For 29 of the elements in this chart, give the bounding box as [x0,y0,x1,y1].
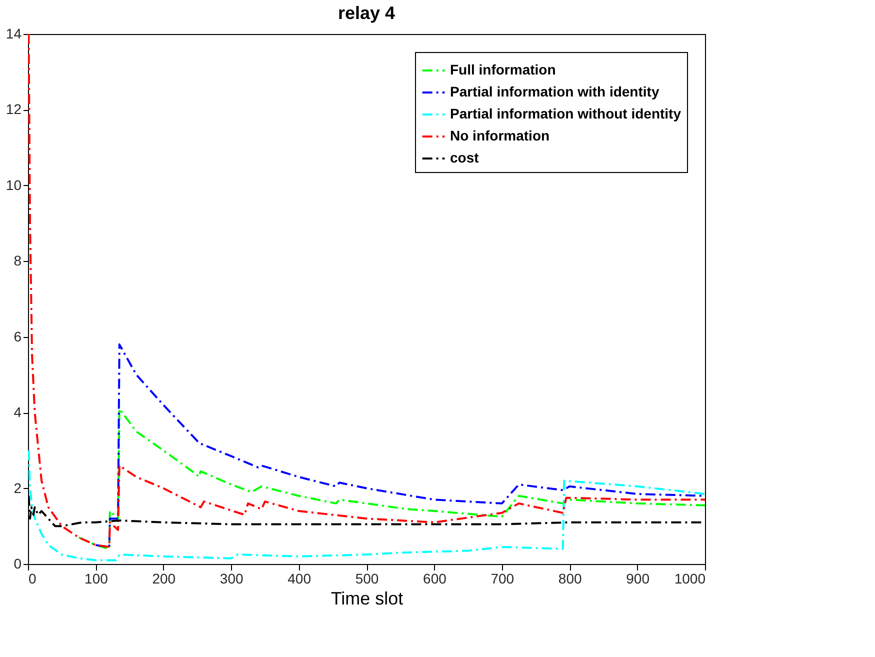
x-tick-label: 200 [152,570,176,586]
x-tick-label: 900 [626,570,650,586]
x-tick-label: 500 [355,570,379,586]
x-tick-label: 1000 [674,570,706,586]
legend-label: Full information [450,62,556,78]
y-tick-label: 12 [6,101,22,118]
x-tick-label: 100 [84,570,108,586]
line-series [78,408,705,550]
y-tick-label: 14 [6,26,22,42]
legend-label: cost [450,150,480,166]
x-tick-label: 600 [423,570,447,586]
y-tick-label: 8 [14,252,22,269]
y-tick-label: 4 [14,404,22,420]
legend-label: Partial information with identity [450,84,660,100]
x-tick-label: 300 [220,570,244,586]
x-tick-label: 400 [288,570,312,586]
y-tick-label: 2 [14,480,22,496]
y-tick-label: 6 [14,328,22,344]
y-tick-label: 0 [14,556,22,572]
line-series [28,34,705,548]
x-axis-title: Time slot [330,588,404,608]
y-tick-label: 10 [6,176,22,193]
legend-label: No information [450,128,550,144]
x-tick-label: 0 [28,570,36,586]
chart-title: relay 4 [338,3,396,23]
x-tick-label: 800 [558,570,582,586]
legend-label: Partial information without identity [450,106,682,122]
x-tick-label: 700 [490,570,514,586]
line-series [28,449,705,562]
